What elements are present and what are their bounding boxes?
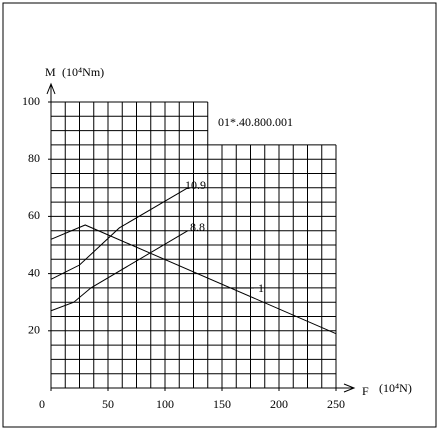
y-tick-label: 80 — [28, 151, 40, 165]
x-axis-label: F — [362, 384, 369, 398]
x-tick-label: 50 — [102, 397, 114, 411]
x-axis-unit: (10⁴N) — [379, 381, 412, 395]
y-tick-label: 20 — [28, 323, 40, 337]
annotation: 01*.40.800.001 — [218, 115, 293, 129]
x-tick-label: 250 — [327, 397, 345, 411]
series-label: 10.9 — [185, 178, 206, 192]
y-axis-unit: (10⁴Nm) — [62, 65, 104, 79]
x-tick-label: 0 — [39, 397, 45, 411]
x-tick-label: 150 — [213, 397, 231, 411]
y-tick-label: 100 — [22, 94, 40, 108]
series-label: 8.8 — [190, 220, 205, 234]
series-line — [50, 230, 189, 312]
y-axis-label: M — [45, 65, 56, 79]
x-tick-label: 100 — [156, 397, 174, 411]
y-tick-label: 40 — [28, 265, 40, 279]
series-label: 1 — [258, 281, 264, 295]
x-tick-label: 200 — [270, 397, 288, 411]
y-tick-label: 60 — [28, 208, 40, 222]
axes — [46, 82, 356, 393]
series-line — [50, 187, 189, 280]
series-line — [50, 224, 337, 335]
